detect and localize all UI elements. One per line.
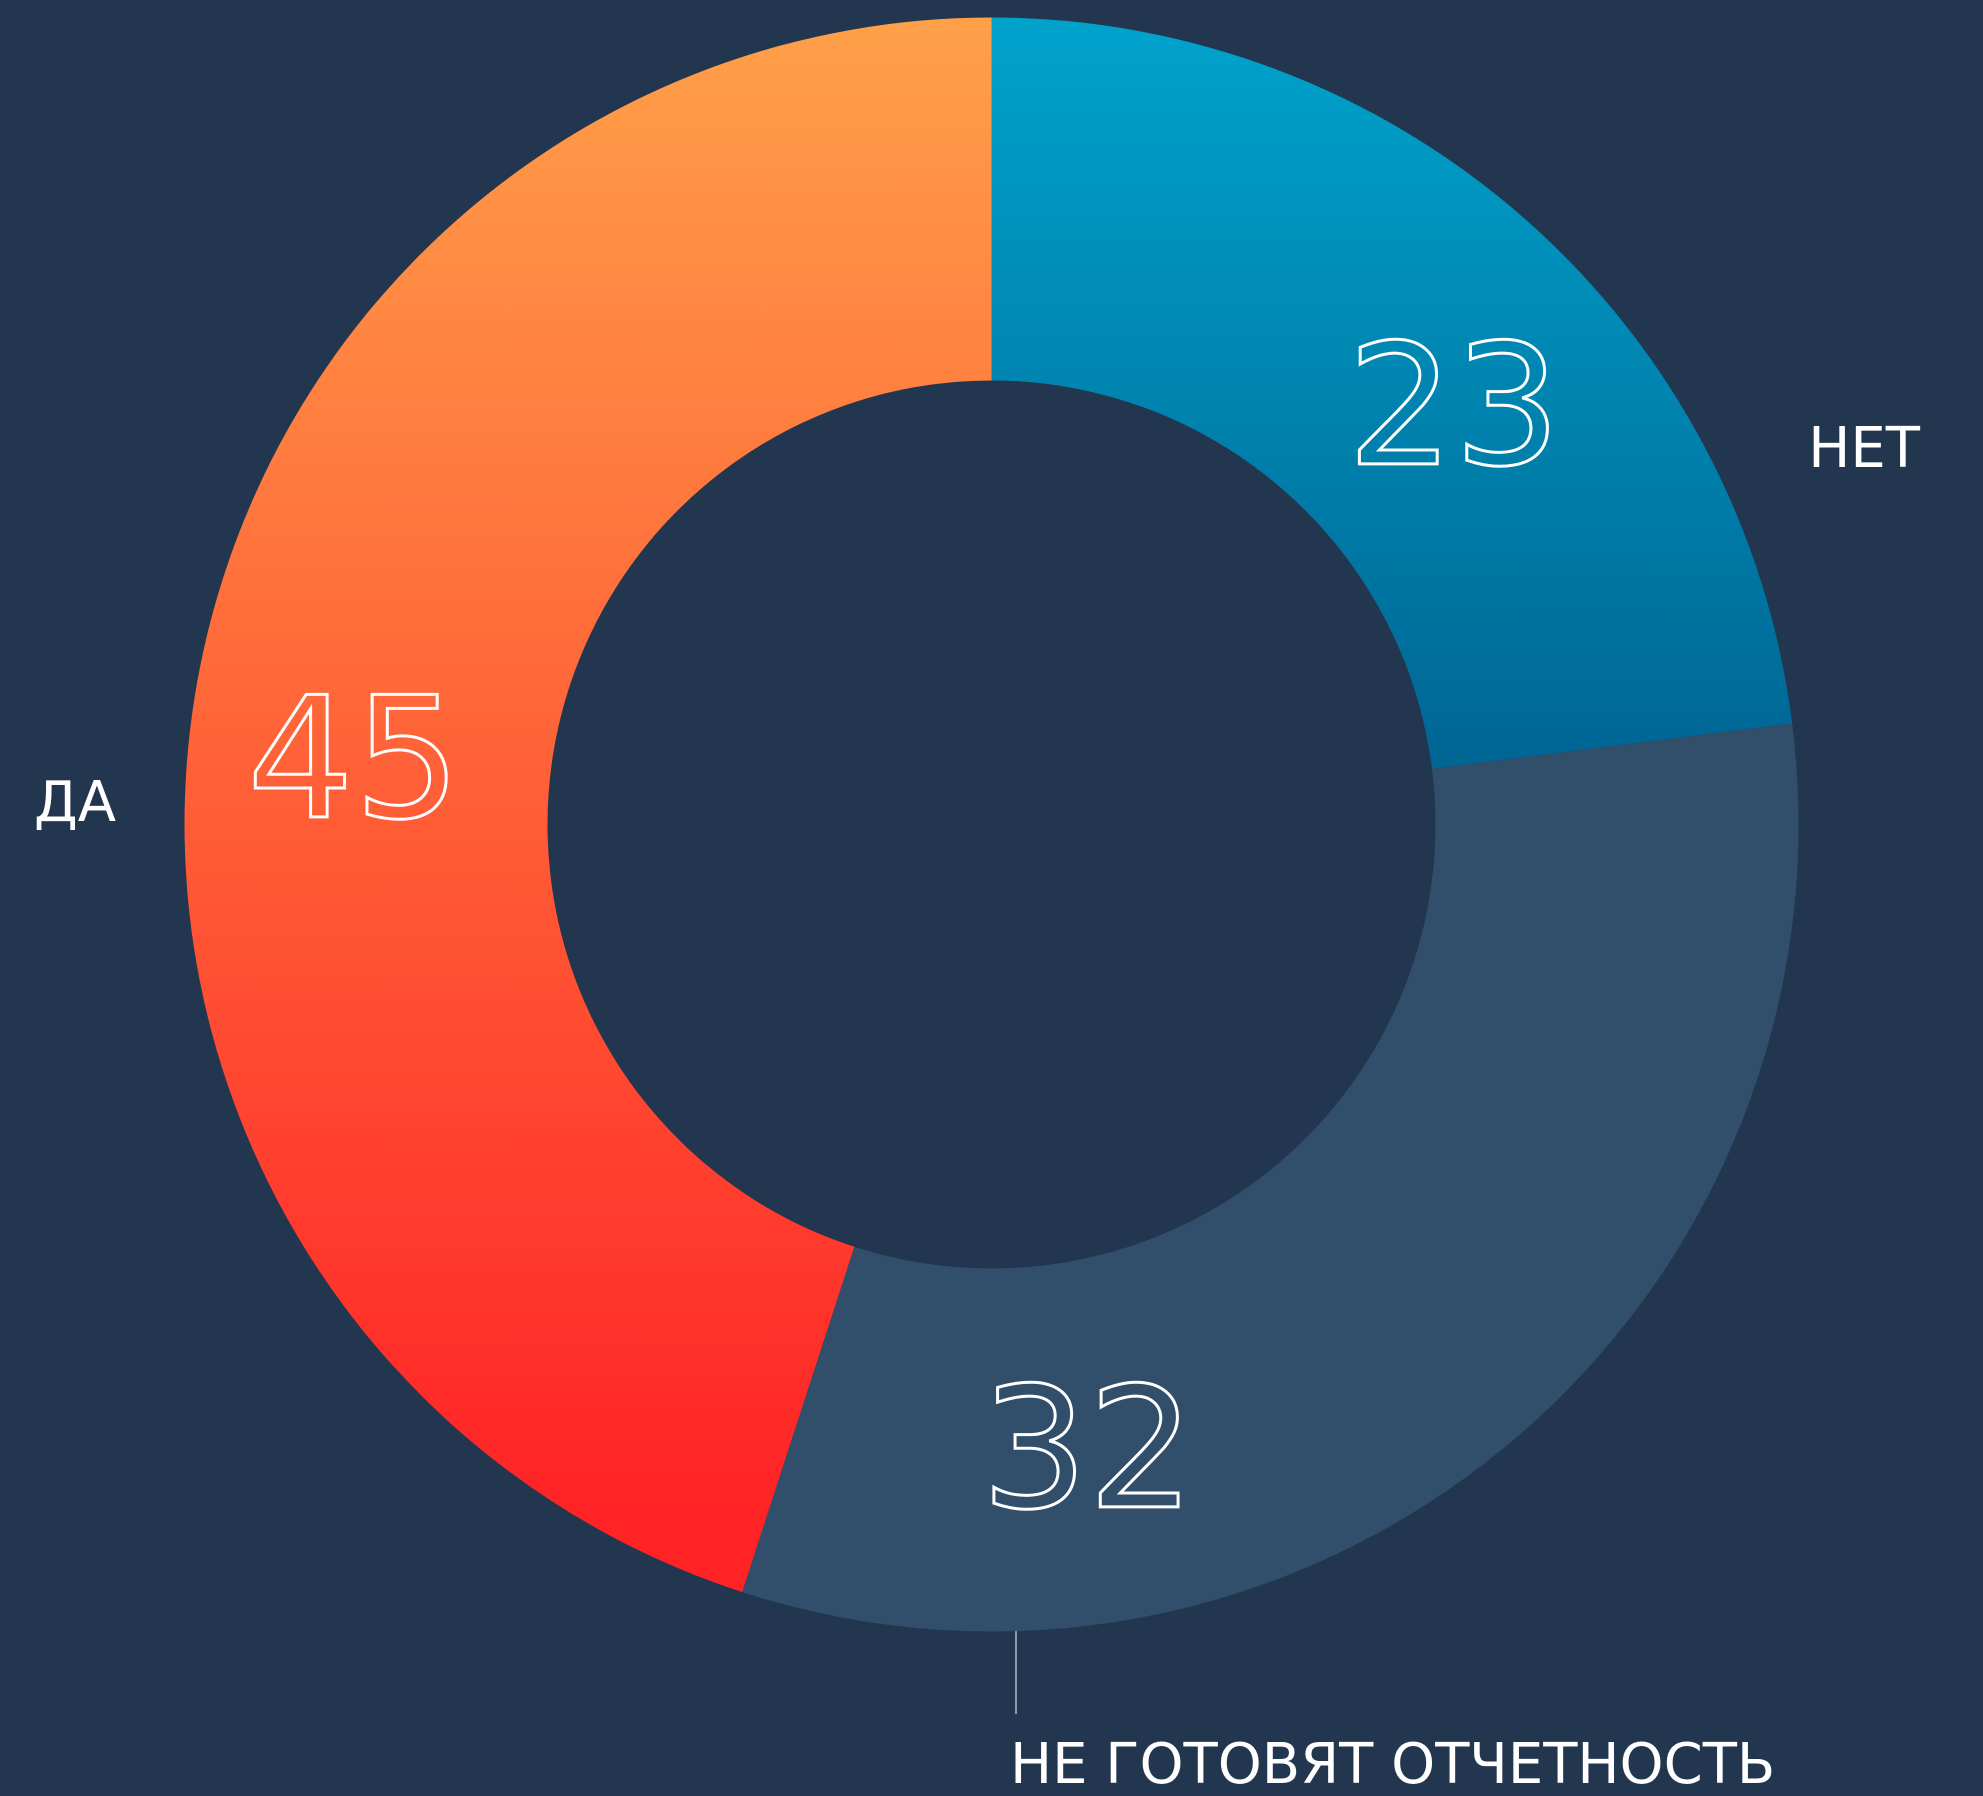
category-label: ДА xyxy=(34,770,116,835)
value-label: 32 xyxy=(981,1351,1195,1547)
category-label: НЕ ГОТОВЯТ ОТЧЕТНОСТЬ xyxy=(1010,1732,1775,1796)
value-label: 45 xyxy=(247,661,461,857)
donut-segment xyxy=(184,17,992,1593)
category-label: НЕТ xyxy=(1808,416,1920,481)
value-label: 23 xyxy=(1347,308,1561,504)
donut-segment xyxy=(991,17,1793,769)
donut-segment xyxy=(742,723,1799,1632)
